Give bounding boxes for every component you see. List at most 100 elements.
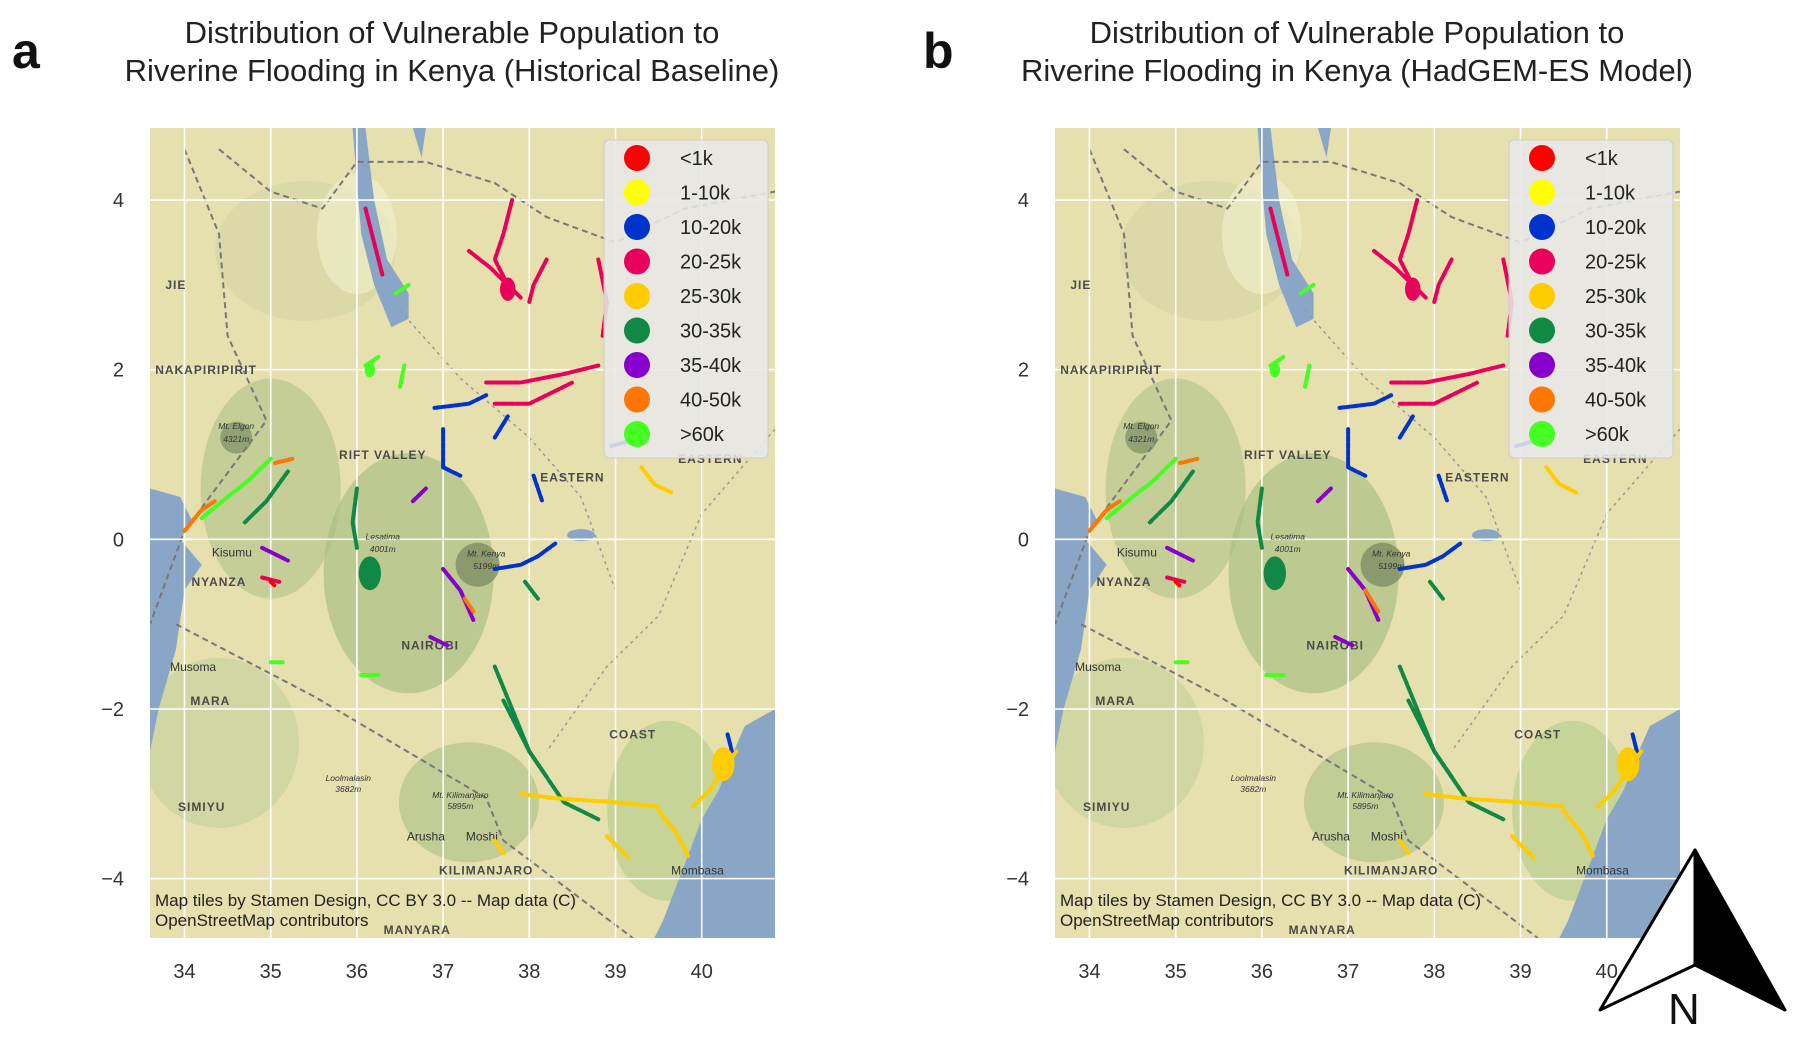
flood-segment: [1428, 579, 1445, 601]
x-tick-label: 35: [260, 961, 282, 983]
panel-title: Distribution of Vulnerable Population to…: [72, 14, 832, 90]
indian-ocean: [1559, 709, 1680, 938]
place-label: NAIROBI: [1306, 639, 1364, 653]
flood-segment: [492, 380, 575, 406]
flood-segment: [393, 282, 411, 296]
flood-segment: [363, 206, 385, 279]
flood-segment: [1406, 698, 1506, 822]
legend-label: >60k: [1585, 424, 1630, 446]
place-label: 4321m: [223, 434, 249, 444]
highland-central: [1228, 453, 1399, 694]
place-label: KILIMANJARO: [439, 863, 533, 877]
flood-segment: [410, 486, 428, 504]
flood-segment: [398, 363, 407, 389]
legend-marker: [624, 214, 650, 240]
y-tick-label: 0: [1018, 529, 1029, 551]
place-label: Mt. Kilimanjaro: [432, 790, 488, 800]
plains-south-west: [1055, 657, 1204, 828]
attribution-line-1: Map tiles by Stamen Design, CC BY 3.0 --…: [155, 891, 576, 910]
mount-kenya: [455, 542, 500, 587]
flood-segment: [273, 456, 295, 465]
legend: <1k 1-10k 10-20k 20-25k 25-30k 30-35k 35-40k 40…: [1508, 139, 1674, 459]
indian-ocean: [654, 709, 775, 938]
flood-segment: [1397, 541, 1463, 571]
flood-segment: [527, 257, 549, 304]
flood-segment: [604, 834, 631, 860]
lake-victoria: [1055, 488, 1107, 752]
place-label: SIMIYU: [178, 800, 225, 814]
flood-patch: [1617, 747, 1640, 782]
province-border: [545, 428, 775, 752]
place-label: Lesatima: [1271, 531, 1306, 541]
place-label: 5895m: [1352, 801, 1378, 811]
flood-segment: [1255, 486, 1264, 550]
legend-marker: [1529, 421, 1555, 447]
flood-segment: [1104, 456, 1178, 521]
flood-segment: [1397, 414, 1415, 440]
place-label: MARA: [190, 694, 230, 708]
attribution-line-2: OpenStreetMap contributors: [1060, 911, 1274, 930]
flood-segment: [1436, 473, 1450, 504]
legend-marker: [1529, 179, 1555, 206]
y-tick-label: −4: [101, 869, 124, 891]
mount-elgon: [220, 421, 253, 454]
flood-segment: [1363, 588, 1381, 614]
place-label: Kisumu: [212, 545, 252, 559]
legend-label: >60k: [680, 424, 725, 446]
legend: <1k 1-10k 10-20k 20-25k 25-30k 30-35k 35-40k 40…: [603, 139, 769, 459]
x-tick-label: 34: [173, 961, 195, 983]
place-label: 4321m: [1128, 434, 1154, 444]
legend-marker: [1529, 386, 1555, 413]
flood-segment: [1268, 206, 1290, 279]
legend-marker: [624, 386, 650, 413]
place-label: Loolmalasin: [326, 773, 372, 783]
place-label: MANYARA: [1289, 923, 1356, 937]
place-label: NAKAPIRIPIRIT: [1060, 363, 1162, 377]
flood-segment: [725, 732, 734, 754]
attribution-line-1: Map tiles by Stamen Design, CC BY 3.0 --…: [1060, 891, 1481, 910]
gridlines: [150, 128, 775, 938]
legend-marker: [624, 317, 650, 344]
y-tick-label: 4: [1018, 190, 1029, 212]
flood-patch: [712, 747, 735, 782]
flood-segment: [656, 808, 691, 860]
legend-marker: [624, 283, 650, 309]
legend-label: 40-50k: [680, 390, 742, 412]
y-tick-label: −2: [101, 699, 124, 721]
flood-segment: [260, 575, 282, 584]
international-border: [175, 623, 634, 938]
legend-marker: [1529, 317, 1555, 344]
legend-label: 20-25k: [1585, 252, 1647, 274]
highland-central: [323, 453, 494, 694]
flood-segment: [1165, 545, 1195, 563]
legend-marker: [624, 421, 650, 447]
panel-letter: a: [12, 23, 40, 79]
flood-segment: [1423, 791, 1566, 809]
legend-label: 1-10k: [680, 183, 731, 205]
legend-marker: [624, 352, 650, 378]
place-label: NAIROBI: [401, 639, 459, 653]
legend-label: 35-40k: [680, 355, 742, 377]
mount-kenya: [1360, 542, 1405, 587]
place-label: 3682m: [335, 784, 361, 794]
small-lake: [1472, 529, 1501, 542]
flood-segment: [350, 486, 359, 550]
flood-segment: [1173, 579, 1182, 588]
legend-marker: [1529, 214, 1555, 240]
panel-letter: b: [923, 23, 954, 79]
x-tick-label: 36: [346, 961, 368, 983]
flood-segment: [1630, 732, 1639, 754]
flood-segment: [1165, 575, 1187, 584]
place-label: Musoma: [170, 660, 216, 674]
place-label: Musoma: [1075, 660, 1121, 674]
flood-segment: [1087, 499, 1122, 533]
flood-segment: [1315, 486, 1333, 504]
flood-segment: [518, 791, 661, 809]
lake-victoria: [150, 488, 202, 752]
place-label: Mt. Kenya: [467, 548, 506, 558]
flood-segment: [432, 393, 489, 410]
title-line-1: Distribution of Vulnerable Population to: [184, 15, 720, 50]
legend-label: 10-20k: [680, 217, 742, 239]
mount-elgon: [1125, 421, 1158, 454]
